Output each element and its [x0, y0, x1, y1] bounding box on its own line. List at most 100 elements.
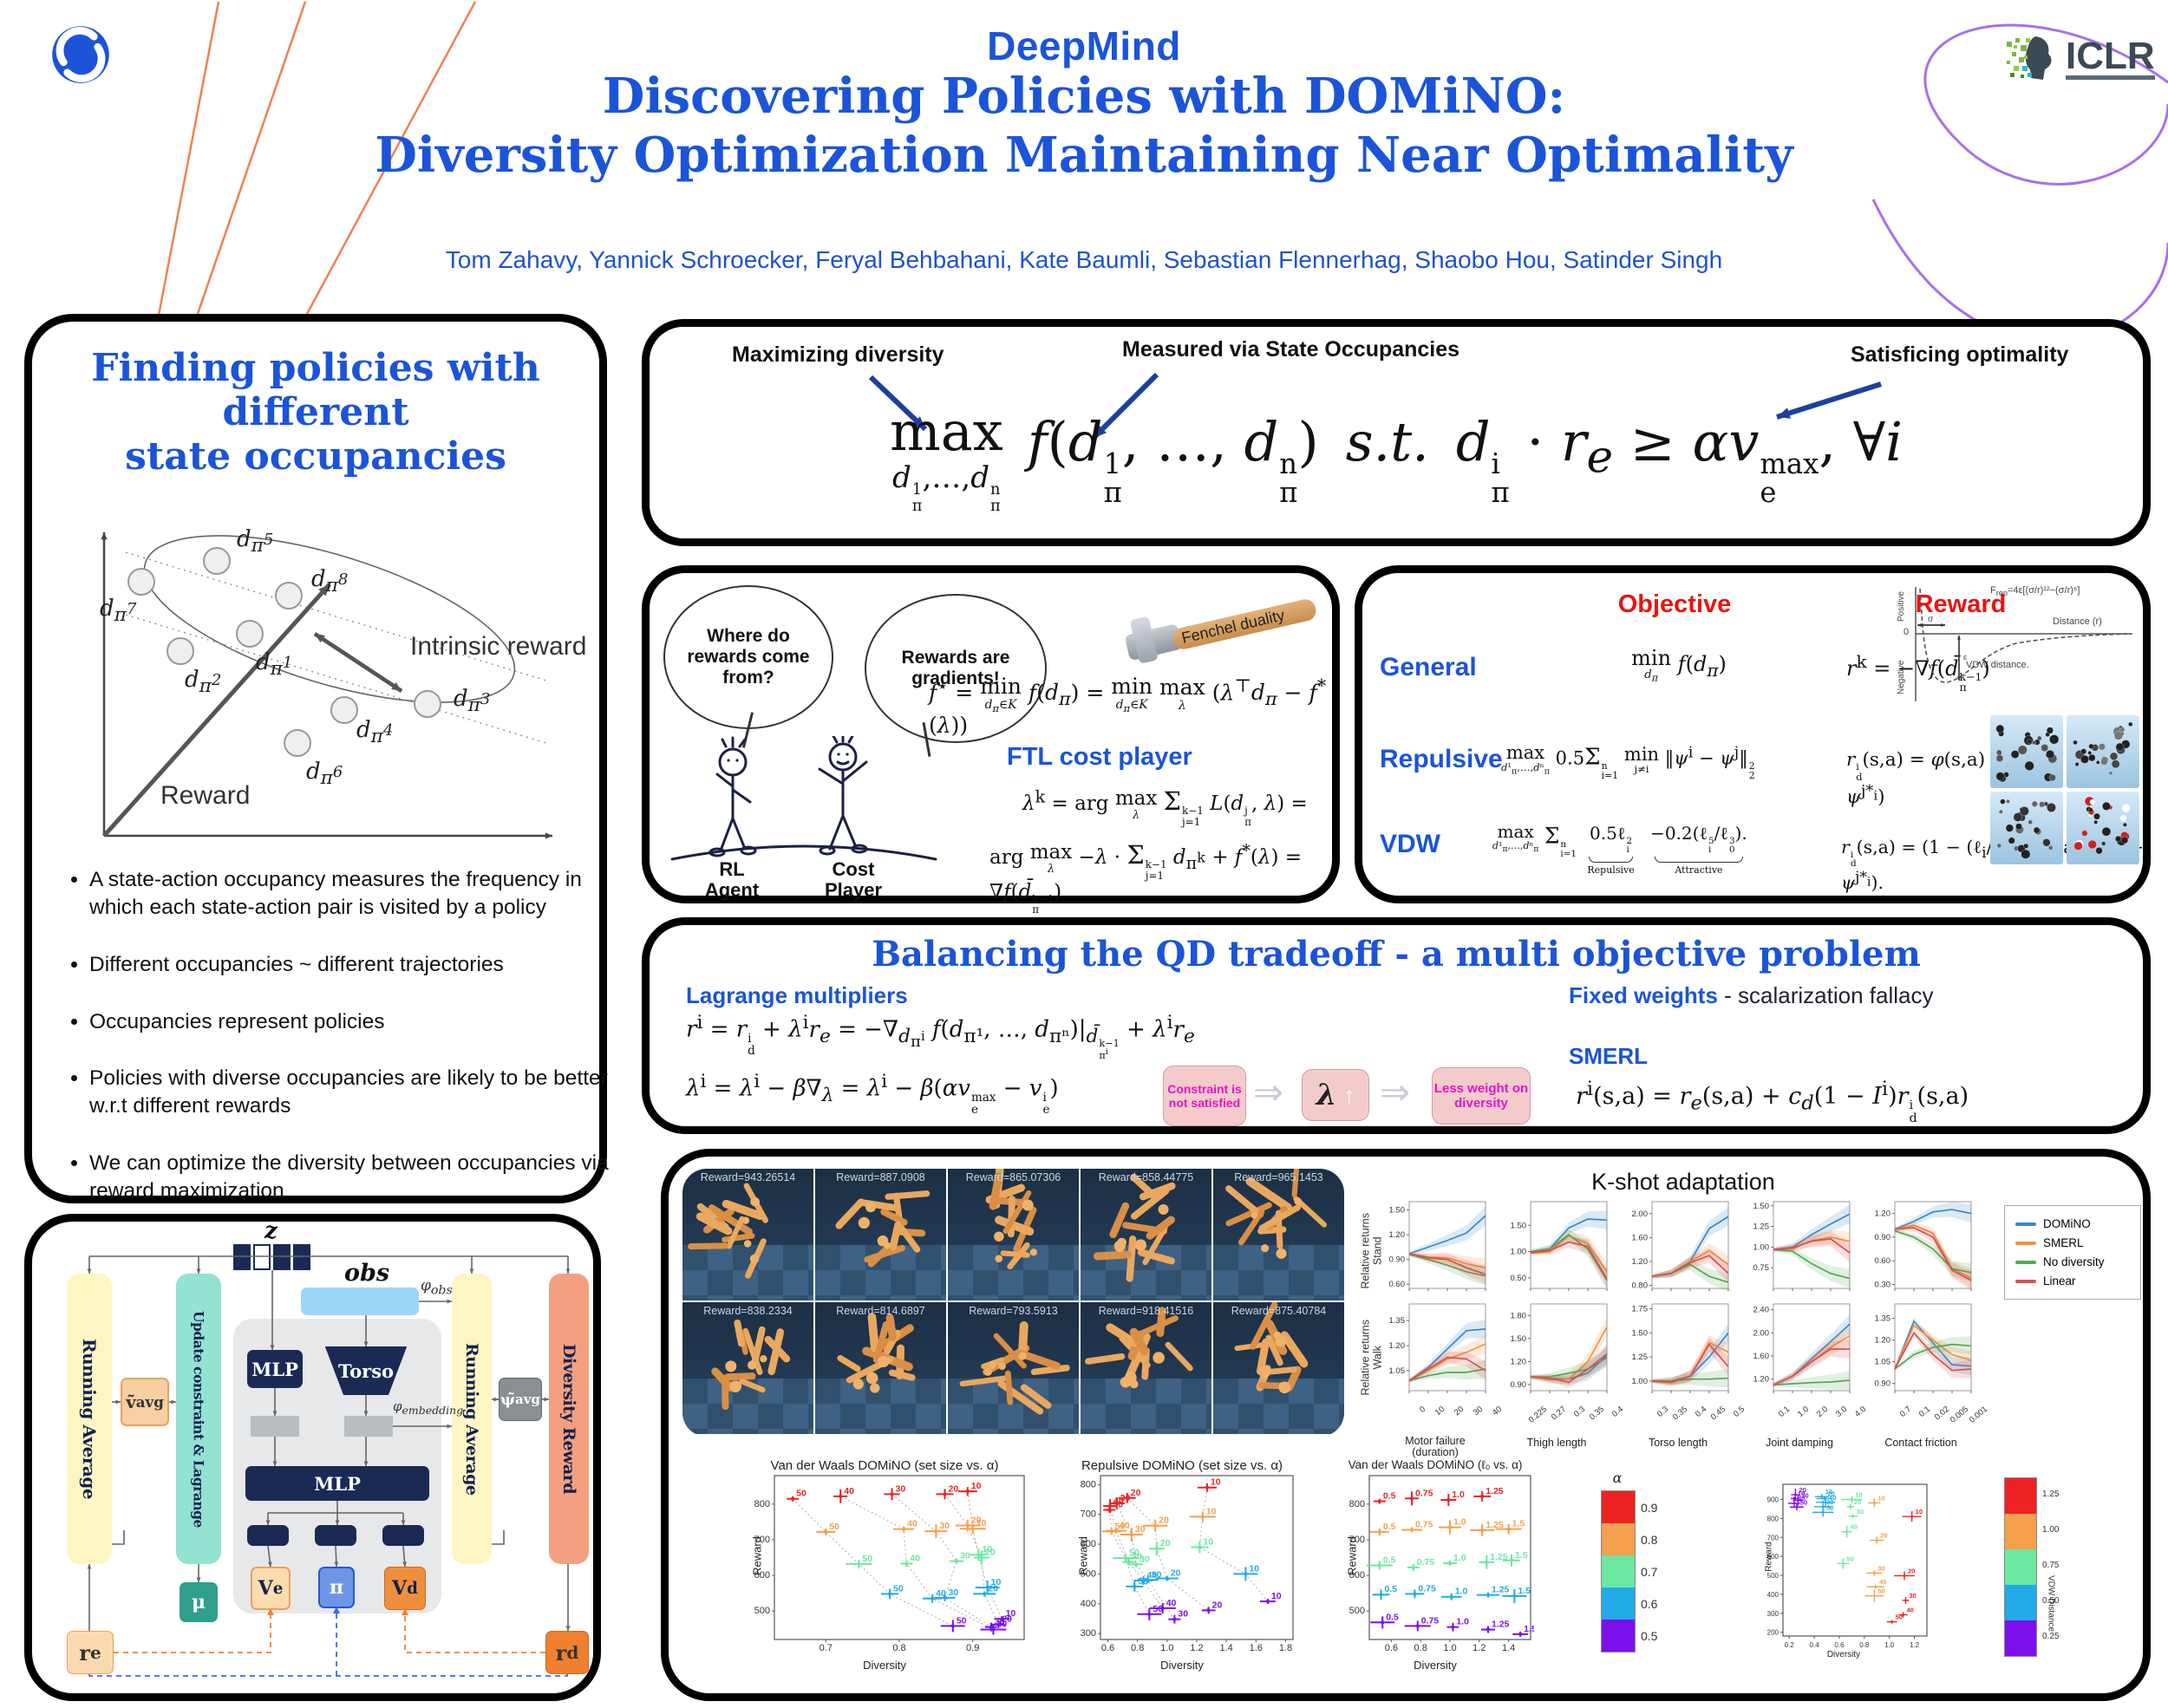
svg-text:1.25: 1.25	[1632, 1353, 1649, 1362]
svg-text:10: 10	[1206, 1506, 1217, 1516]
svg-text:20: 20	[1212, 1600, 1223, 1610]
svg-text:1.0: 1.0	[1453, 1517, 1466, 1528]
colorbar-segment	[2005, 1549, 2036, 1585]
obs-box	[301, 1288, 419, 1315]
svg-text:20: 20	[1908, 1567, 1915, 1574]
svg-text:0.5: 0.5	[1383, 1491, 1396, 1502]
bubble-answer-text: Rewards are gradients!	[901, 648, 1010, 688]
svg-text:1.20: 1.20	[1875, 1209, 1891, 1219]
occupancy-point-label: dπ8	[311, 566, 349, 597]
svg-text:30: 30	[1909, 1592, 1916, 1600]
ftl-title: FTL cost player	[1007, 743, 1192, 771]
head-box-3	[382, 1525, 424, 1546]
svg-text:1.20: 1.20	[1389, 1230, 1406, 1240]
vdw-inset-label: σ	[1928, 615, 1934, 624]
kshot-xticklabels: 0.3 0.35 0.4 0.45 0.5	[1624, 1403, 1747, 1437]
colorbar-bar	[2004, 1477, 2037, 1657]
svg-text:1.00: 1.00	[1632, 1377, 1649, 1386]
svg-text:1.4: 1.4	[1220, 1643, 1233, 1653]
kshot-xtick: 0.02	[1932, 1405, 1952, 1423]
svg-text:0.8: 0.8	[892, 1643, 905, 1653]
legend-swatch	[2015, 1241, 2036, 1245]
svg-text:1.50: 1.50	[1389, 1206, 1406, 1216]
svg-text:1.5: 1.5	[1512, 1519, 1525, 1529]
kshot-subplot: 0.30 0.60 0.90 1.20	[1867, 1198, 1975, 1301]
speech-bubble-question: Where do rewards come from?	[663, 585, 833, 729]
svg-text:50: 50	[1800, 1498, 1807, 1506]
phi-obs-label: φobs	[421, 1277, 453, 1298]
walker-reward-label: Reward=887.0908	[836, 1171, 925, 1183]
legend-label: No diversity	[2043, 1255, 2105, 1268]
formula-max-op: max	[889, 400, 1003, 464]
svg-text:1.0: 1.0	[1453, 1553, 1466, 1563]
occupancy-point-label: dπ7	[100, 596, 137, 627]
scatter-plots: Van der Waals DOMiNO (set size vs. α) 0.7…	[669, 1451, 2143, 1703]
vdw-inset-label: Distance (r)	[2053, 616, 2102, 627]
bullet-item: A state-action occupancy measures the fr…	[89, 866, 610, 922]
svg-text:10: 10	[976, 1518, 987, 1529]
occ-title-line1: Finding policies with different	[91, 346, 540, 434]
flow-up-arrow: ↑	[1343, 1081, 1355, 1108]
kshot-xtick: 1.0	[1795, 1405, 1812, 1419]
architecture-diagram: Running Average Update constraint & Lagra…	[32, 1218, 593, 1693]
scatter-title: Repulsive DOMiNO (set size vs. α)	[1081, 1458, 1283, 1473]
svg-text:0.5: 0.5	[1383, 1555, 1396, 1566]
svg-text:0.6: 0.6	[1101, 1643, 1114, 1653]
svg-text:30: 30	[1178, 1609, 1188, 1620]
formula-max-sub: d 1 π ,…,d n π	[891, 460, 1001, 515]
fenchel-equation: f⋆ = min dπ∈K f(dπ) = min dπ∈K max λ (λ⊤dπ …	[929, 674, 1327, 739]
svg-text:1.25: 1.25	[1486, 1486, 1504, 1496]
svg-text:50: 50	[893, 1583, 904, 1594]
svg-text:1.2: 1.2	[1473, 1643, 1486, 1653]
svg-text:0.60: 0.60	[1875, 1256, 1891, 1266]
walker-grid: Reward=943.26514 Reward=887.0908 Reward=86…	[682, 1169, 1344, 1437]
svg-text:0.6: 0.6	[1834, 1641, 1845, 1649]
molecule-image	[2067, 792, 2139, 864]
kshot-col-title: Joint damping	[1766, 1437, 1833, 1449]
row-label-vdw: VDW	[1380, 830, 1440, 858]
panel-results: Reward=943.26514 Reward=887.0908 Reward=86…	[661, 1149, 2151, 1701]
legend-swatch	[2015, 1260, 2036, 1264]
obs-label: obs	[344, 1260, 390, 1287]
kshot-subplot: 0.50 1.00 1.50	[1503, 1198, 1610, 1301]
svg-text:1.05: 1.05	[1875, 1358, 1891, 1367]
svg-text:30: 30	[1857, 1508, 1864, 1516]
kshot-xtick: 10	[1433, 1405, 1447, 1418]
annotation-satisficing-optimality: Satisficing optimality	[1851, 342, 2069, 367]
colorbar: α 0.9 0.8 0.7 0.6 0.5	[1601, 1470, 1696, 1677]
annotation-arrows	[868, 372, 1882, 440]
head-box-2	[315, 1525, 356, 1546]
svg-text:20: 20	[1159, 1516, 1169, 1526]
svg-text:0.75: 0.75	[1421, 1615, 1440, 1626]
svg-text:400: 400	[1767, 1591, 1779, 1599]
legend-item: DOMiNO	[2015, 1217, 2130, 1230]
svg-text:500: 500	[1349, 1606, 1365, 1616]
svg-text:40: 40	[910, 1553, 920, 1563]
svg-text:50: 50	[1115, 1521, 1126, 1531]
svg-text:800: 800	[1767, 1515, 1779, 1522]
svg-text:0.75: 0.75	[1418, 1583, 1436, 1594]
vdw-inset-label: VDW distance.	[1966, 660, 2029, 670]
smerl-equation: ri(s,a) = re(s,a) + cd(1 − Ii)r i d (s,a)	[1576, 1078, 1969, 1125]
svg-text:300: 300	[1767, 1610, 1779, 1618]
scatter-plot: Van der Waals DOMiNO (ℓ₀ vs. α) 0.6 0.8 1.0…	[1336, 1458, 1535, 1672]
kshot-column: 0.50 1.00 1.50 0.90 1.20 1.50 1.80 0.225 0.27 0.3…	[1503, 1198, 1625, 1458]
panel-qd-tradeoff: Balancing the QD tradeoff - a multi obje…	[642, 917, 2151, 1134]
colorbar-tick: 0.50	[2042, 1595, 2060, 1606]
svg-text:0.8: 0.8	[1414, 1643, 1427, 1653]
svg-text:700: 700	[1081, 1509, 1096, 1520]
legend-swatch	[2015, 1279, 2036, 1283]
svg-text:1.50: 1.50	[1632, 1328, 1649, 1338]
occupancy-point-label: dπ6	[306, 759, 343, 790]
svg-text:0.75: 0.75	[1753, 1263, 1770, 1273]
pi-box: π	[318, 1567, 355, 1608]
kshot-subplot: 0.60 0.90 1.20 1.50	[1381, 1198, 1489, 1301]
svg-text:20: 20	[949, 1483, 959, 1494]
occupancy-point-label: dπ1	[256, 649, 293, 681]
svg-text:1.20: 1.20	[1389, 1341, 1406, 1351]
svg-text:50: 50	[1113, 1500, 1123, 1510]
svg-text:1.00: 1.00	[1753, 1242, 1770, 1252]
running-average-left-bar: Running Average	[67, 1274, 112, 1564]
walker-reward-label: Reward=918.41516	[1098, 1305, 1194, 1317]
head-box-1	[247, 1525, 289, 1546]
